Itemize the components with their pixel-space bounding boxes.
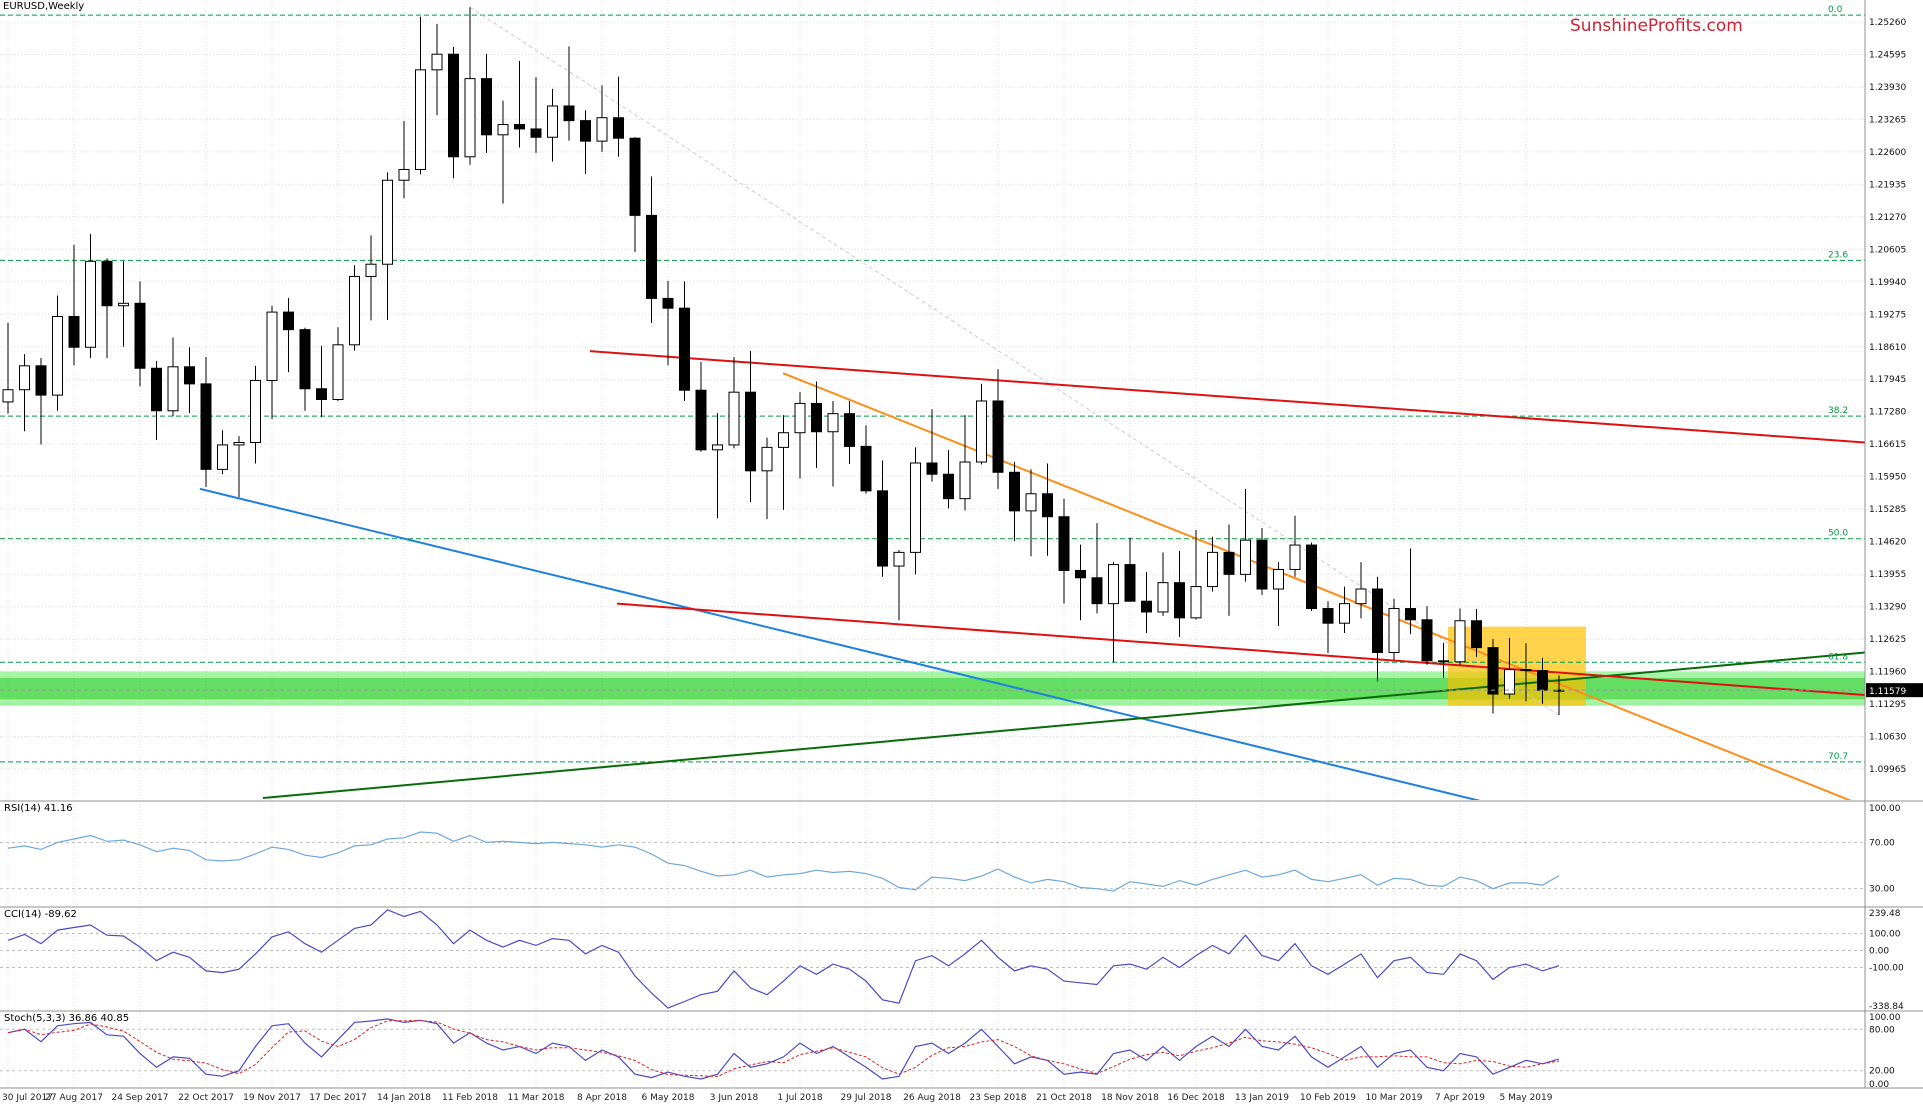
svg-text:1.15285: 1.15285 — [1869, 505, 1906, 515]
svg-text:23 Sep 2018: 23 Sep 2018 — [969, 1093, 1026, 1103]
svg-text:1.09965: 1.09965 — [1869, 765, 1906, 775]
blue-support — [199, 487, 1481, 800]
svg-text:50.0: 50.0 — [1828, 529, 1848, 539]
current-price-badge — [1866, 683, 1923, 698]
svg-text:1.17945: 1.17945 — [1869, 375, 1906, 385]
svg-text:1.21270: 1.21270 — [1869, 213, 1906, 223]
rsi-line — [7, 831, 1560, 892]
svg-text:1.22600: 1.22600 — [1869, 148, 1906, 158]
svg-text:1.20605: 1.20605 — [1869, 245, 1906, 255]
price-axis[interactable] — [1865, 0, 1923, 1088]
svg-text:1 Jul 2018: 1 Jul 2018 — [777, 1093, 822, 1103]
svg-text:8 Apr 2018: 8 Apr 2018 — [577, 1093, 627, 1103]
svg-text:-338.84: -338.84 — [1869, 1002, 1904, 1012]
svg-text:0.00: 0.00 — [1869, 1080, 1889, 1090]
svg-text:10 Mar 2019: 10 Mar 2019 — [1365, 1093, 1422, 1103]
rsi-panel[interactable] — [0, 802, 1865, 906]
stoch-panel[interactable] — [0, 1012, 1865, 1088]
svg-text:19 Nov 2017: 19 Nov 2017 — [243, 1093, 301, 1103]
site-watermark: SunshineProfits.com — [1570, 16, 1743, 36]
lower-red-support — [616, 602, 1865, 696]
rsi-indicator-label: RSI(14) 41.16 — [4, 803, 73, 814]
svg-text:20.00: 20.00 — [1869, 1067, 1895, 1077]
svg-text:22 Oct 2017: 22 Oct 2017 — [178, 1093, 234, 1103]
svg-text:29 Jul 2018: 29 Jul 2018 — [841, 1093, 892, 1103]
svg-text:1.13290: 1.13290 — [1869, 603, 1906, 613]
svg-text:1.11960: 1.11960 — [1869, 668, 1906, 678]
green-rising-support — [262, 651, 1865, 800]
svg-text:1.13955: 1.13955 — [1869, 570, 1906, 580]
svg-text:21 Oct 2018: 21 Oct 2018 — [1036, 1093, 1092, 1103]
current-price-badge-text: 1.11579 — [1869, 687, 1906, 697]
svg-text:30.00: 30.00 — [1869, 885, 1895, 895]
svg-text:239.48: 239.48 — [1869, 909, 1901, 919]
svg-text:26 Aug 2018: 26 Aug 2018 — [903, 1093, 961, 1103]
svg-text:100.00: 100.00 — [1869, 1013, 1901, 1023]
svg-text:1.21935: 1.21935 — [1869, 180, 1906, 190]
main-plot-area — [0, 6, 1865, 800]
svg-text:38.2: 38.2 — [1828, 406, 1848, 416]
time-axis[interactable] — [0, 1088, 1865, 1111]
cci-panel[interactable] — [0, 908, 1865, 1010]
svg-text:27 Aug 2017: 27 Aug 2017 — [45, 1093, 103, 1103]
svg-text:6 May 2018: 6 May 2018 — [642, 1093, 695, 1103]
svg-text:0.00: 0.00 — [1869, 947, 1889, 957]
symbol-timeframe-label: EURUSD,Weekly — [3, 1, 85, 12]
svg-text:1.17280: 1.17280 — [1869, 408, 1906, 418]
svg-text:3 Jun 2018: 3 Jun 2018 — [710, 1093, 759, 1103]
svg-text:-100.00: -100.00 — [1869, 964, 1904, 974]
svg-text:16 Dec 2018: 16 Dec 2018 — [1167, 1093, 1225, 1103]
cci-line — [7, 909, 1560, 1009]
candlesticks — [2, 7, 1565, 716]
svg-text:17 Dec 2017: 17 Dec 2017 — [309, 1093, 367, 1103]
svg-text:11 Feb 2018: 11 Feb 2018 — [442, 1093, 498, 1103]
svg-text:30 Jul 2017: 30 Jul 2017 — [2, 1093, 53, 1103]
svg-text:1.10630: 1.10630 — [1869, 733, 1906, 743]
svg-text:1.11295: 1.11295 — [1869, 700, 1906, 710]
svg-text:1.14620: 1.14620 — [1869, 538, 1906, 548]
svg-text:5 May 2019: 5 May 2019 — [1500, 1093, 1553, 1103]
svg-text:70.7: 70.7 — [1828, 752, 1848, 762]
svg-text:1.18610: 1.18610 — [1869, 343, 1906, 353]
stoch-k-line — [7, 1018, 1560, 1080]
svg-text:13 Jan 2019: 13 Jan 2019 — [1235, 1093, 1289, 1103]
svg-text:1.12625: 1.12625 — [1869, 635, 1906, 645]
svg-text:24 Sep 2017: 24 Sep 2017 — [111, 1093, 168, 1103]
svg-text:100.00: 100.00 — [1869, 930, 1901, 940]
svg-text:80.00: 80.00 — [1869, 1025, 1895, 1035]
main-chart-panel[interactable] — [0, 0, 1865, 800]
upper-red-resistance — [589, 350, 1865, 444]
svg-text:1.16615: 1.16615 — [1869, 440, 1906, 450]
svg-text:1.19940: 1.19940 — [1869, 278, 1906, 288]
orange-resistance — [782, 372, 1852, 800]
svg-text:18 Nov 2018: 18 Nov 2018 — [1101, 1093, 1159, 1103]
svg-text:10 Feb 2019: 10 Feb 2019 — [1300, 1093, 1356, 1103]
svg-text:11 Mar 2018: 11 Mar 2018 — [507, 1093, 564, 1103]
svg-text:1.23265: 1.23265 — [1869, 115, 1906, 125]
cci-indicator-label: CCI(14) -89.62 — [4, 909, 77, 920]
svg-text:100.00: 100.00 — [1869, 804, 1901, 814]
svg-text:1.25260: 1.25260 — [1869, 18, 1906, 28]
svg-text:70.00: 70.00 — [1869, 838, 1895, 848]
stoch-indicator-label: Stoch(5,3,3) 36.86 40.85 — [4, 1013, 130, 1024]
svg-text:7 Apr 2019: 7 Apr 2019 — [1435, 1093, 1485, 1103]
svg-text:14 Jan 2018: 14 Jan 2018 — [377, 1093, 431, 1103]
svg-text:1.19275: 1.19275 — [1869, 310, 1906, 320]
svg-text:0.0: 0.0 — [1828, 5, 1843, 15]
svg-text:23.6: 23.6 — [1828, 250, 1848, 260]
svg-text:1.24595: 1.24595 — [1869, 50, 1906, 60]
svg-text:1.23930: 1.23930 — [1869, 83, 1906, 93]
stoch-d-line — [7, 1019, 1560, 1078]
svg-text:61.8: 61.8 — [1828, 652, 1848, 662]
svg-text:1.15950: 1.15950 — [1869, 473, 1906, 483]
